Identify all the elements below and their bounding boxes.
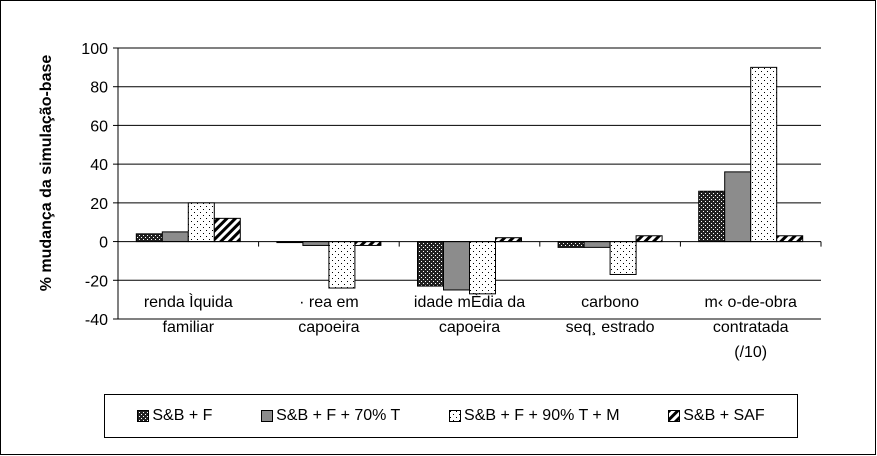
y-tick-label: 100 [81, 41, 108, 58]
bar [302, 241, 330, 246]
legend-item: S&B + F + 70% T [261, 407, 400, 425]
legend-swatch [449, 410, 462, 422]
bar [443, 241, 470, 291]
bar [583, 241, 611, 248]
axes [113, 47, 822, 320]
bar [469, 241, 496, 295]
bar [161, 231, 189, 243]
gridlines [118, 47, 821, 320]
legend-item: S&B + F + 90% T + M [449, 407, 620, 425]
bar [776, 235, 804, 243]
y-tick-label: -40 [85, 312, 108, 329]
category-label: renda Ìquida familiar [144, 292, 233, 336]
bar [698, 190, 726, 243]
y-tick-label: 80 [90, 80, 108, 97]
bar [609, 241, 637, 275]
legend: S&B + F S&B + F + 70% T S&B + F + 90% T + … [104, 394, 798, 438]
bars [135, 66, 804, 295]
legend-swatch [668, 410, 681, 422]
bar [557, 241, 585, 248]
legend-label: S&B + F + 90% T + M [464, 407, 620, 424]
bar-chart: -40 -20 0 20 40 60 80 100 renda Ìquida familiar ·… [38, 41, 822, 361]
legend-label: S&B + SAF [683, 407, 765, 424]
y-tick-labels: -40 -20 0 20 40 60 80 100 [81, 41, 108, 329]
category-label: · rea em capoeira [298, 294, 359, 336]
bar [135, 233, 163, 243]
bar [724, 171, 752, 243]
bar [328, 241, 356, 289]
bar [213, 217, 241, 243]
y-tick-label: 20 [90, 196, 108, 213]
bar [354, 241, 382, 246]
legend-item: S&B + SAF [668, 407, 765, 425]
legend-label: S&B + F [152, 407, 213, 424]
legend-item: S&B + F [137, 407, 212, 425]
y-tick-label: -20 [85, 273, 108, 290]
category-label: m‹ o-de-obra contratada (/10) [704, 294, 797, 361]
legend-label: S&B + F + 70% T [276, 407, 401, 424]
y-tick-label: 0 [99, 235, 108, 252]
bar [635, 235, 663, 243]
bar [750, 66, 778, 243]
category-label: carbono seq¸ estrado [566, 294, 655, 336]
legend-swatch [261, 410, 274, 422]
category-label: idade mÈdia da capoeira [414, 292, 525, 336]
y-axis-label: % mudança da simulação-base [38, 55, 55, 292]
y-tick-label: 40 [90, 157, 108, 174]
bar [187, 202, 215, 243]
legend-swatch [137, 410, 150, 422]
category-labels: renda Ìquida familiar · rea em capoeira idad… [144, 292, 797, 361]
bar [417, 241, 444, 287]
y-tick-label: 60 [90, 118, 108, 135]
bar [495, 237, 522, 243]
